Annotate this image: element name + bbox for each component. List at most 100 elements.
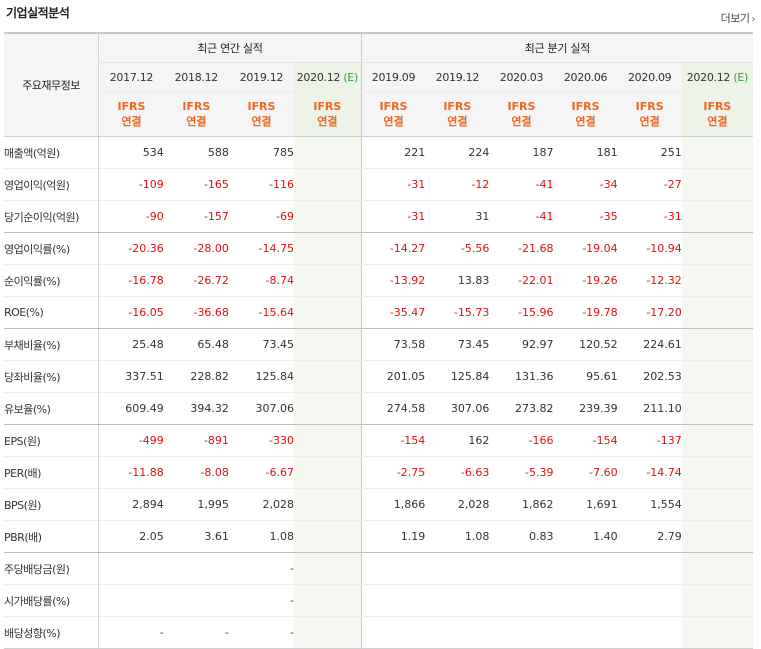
more-link[interactable]: 더보기 › <box>721 10 756 26</box>
ifrs-top: IFRS <box>313 100 342 113</box>
value-cell <box>681 232 753 265</box>
value-cell: -41 <box>489 168 554 201</box>
row-label: 매출액(억원) <box>4 136 100 169</box>
ifrs-label: IFRS 연결 <box>553 91 618 137</box>
value-cell: -34 <box>553 168 618 201</box>
ifrs-bottom: 연결 <box>511 115 532 128</box>
value-cell <box>294 584 362 617</box>
value-cell: 307.06 <box>425 392 490 425</box>
value-cell: 125.84 <box>228 360 294 393</box>
value-cell <box>425 584 490 617</box>
value-cell <box>294 168 362 201</box>
value-cell: -330 <box>228 424 294 457</box>
estimate-mark: (E) <box>343 70 358 84</box>
ifrs-top: IFRS <box>117 100 146 113</box>
value-cell: 65.48 <box>163 328 229 361</box>
ifrs-label: IFRS 연결 <box>228 91 294 137</box>
value-cell <box>681 488 753 521</box>
table-row: BPS(원) 2,894 1,995 2,028 1,866 2,028 1,862 1,69… <box>4 488 753 521</box>
date-header: 2019.12 <box>228 62 294 92</box>
value-cell: 13.83 <box>425 264 490 297</box>
value-cell: 2.79 <box>617 520 682 553</box>
value-cell <box>617 616 682 649</box>
value-cell: -157 <box>163 200 229 233</box>
value-cell: 73.45 <box>425 328 490 361</box>
chevron-right-icon: › <box>751 14 756 25</box>
value-cell <box>553 584 618 617</box>
ifrs-top: IFRS <box>182 100 211 113</box>
value-cell <box>294 424 362 457</box>
ifrs-top: IFRS <box>571 100 600 113</box>
value-cell: -166 <box>489 424 554 457</box>
value-cell: -8.08 <box>163 456 229 489</box>
value-cell: 73.45 <box>228 328 294 361</box>
value-cell: -137 <box>617 424 682 457</box>
value-cell <box>681 616 753 649</box>
row-label: 유보율(%) <box>4 392 100 425</box>
value-cell: 25.48 <box>98 328 164 361</box>
table-row: 배당성향(%) - - - <box>4 616 753 649</box>
value-cell: - <box>163 616 229 649</box>
row-label: 당좌비율(%) <box>4 360 100 393</box>
value-cell: -12.32 <box>617 264 682 297</box>
value-cell: 31 <box>425 200 490 233</box>
value-cell: -12 <box>425 168 490 201</box>
value-cell: 1.40 <box>553 520 618 553</box>
ifrs-label: IFRS 연결 <box>163 91 229 137</box>
value-cell: 2.05 <box>98 520 164 553</box>
financial-summary-table: 주요재무정보 최근 연간 실적 최근 분기 실적 2017.12 2018.12 2… <box>4 32 753 649</box>
value-cell: -31 <box>360 200 426 233</box>
value-cell <box>681 360 753 393</box>
value-cell <box>681 520 753 553</box>
value-cell: -90 <box>98 200 164 233</box>
value-cell: 181 <box>553 136 618 169</box>
value-cell <box>425 616 490 649</box>
value-cell <box>681 552 753 585</box>
date-header: 2018.12 <box>163 62 229 92</box>
value-cell: -109 <box>98 168 164 201</box>
value-cell <box>294 264 362 297</box>
value-cell: -7.60 <box>553 456 618 489</box>
annual-group-header: 최근 연간 실적 <box>98 32 362 63</box>
ifrs-top: IFRS <box>635 100 664 113</box>
value-cell: -5.56 <box>425 232 490 265</box>
value-cell: -6.63 <box>425 456 490 489</box>
value-cell: 202.53 <box>617 360 682 393</box>
ifrs-label: IFRS 연결 <box>681 91 753 137</box>
table-row: 주당배당금(원) - <box>4 552 753 585</box>
table-row: 순이익률(%) -16.78 -26.72 -8.74 -13.92 13.83 -22.0… <box>4 264 753 297</box>
value-cell: 224 <box>425 136 490 169</box>
value-cell <box>294 200 362 233</box>
value-cell: 785 <box>228 136 294 169</box>
value-cell: 588 <box>163 136 229 169</box>
value-cell: 187 <box>489 136 554 169</box>
value-cell: 0.83 <box>489 520 554 553</box>
ifrs-label: IFRS 연결 <box>360 91 426 137</box>
value-cell <box>681 392 753 425</box>
value-cell <box>294 136 362 169</box>
value-cell <box>360 616 426 649</box>
value-cell <box>681 584 753 617</box>
value-cell <box>681 264 753 297</box>
value-cell: - <box>98 616 164 649</box>
value-cell: 95.61 <box>553 360 618 393</box>
table-row: 부채비율(%) 25.48 65.48 73.45 73.58 73.45 92.97 120… <box>4 328 753 361</box>
value-cell: -21.68 <box>489 232 554 265</box>
row-label: ROE(%) <box>4 296 100 329</box>
ifrs-bottom: 연결 <box>251 115 272 128</box>
row-label: PBR(배) <box>4 520 100 553</box>
date-header: 2020.03 <box>489 62 554 92</box>
value-cell: -15.73 <box>425 296 490 329</box>
row-label: 배당성향(%) <box>4 616 100 649</box>
value-cell: -28.00 <box>163 232 229 265</box>
value-cell: -2.75 <box>360 456 426 489</box>
value-cell: -13.92 <box>360 264 426 297</box>
ifrs-label: IFRS 연결 <box>489 91 554 137</box>
value-cell: -19.04 <box>553 232 618 265</box>
value-cell <box>553 616 618 649</box>
value-cell: -27 <box>617 168 682 201</box>
value-cell <box>163 552 229 585</box>
value-cell: - <box>228 616 294 649</box>
value-cell: -19.78 <box>553 296 618 329</box>
estimate-date-header: 2020.12 (E) <box>294 62 362 92</box>
